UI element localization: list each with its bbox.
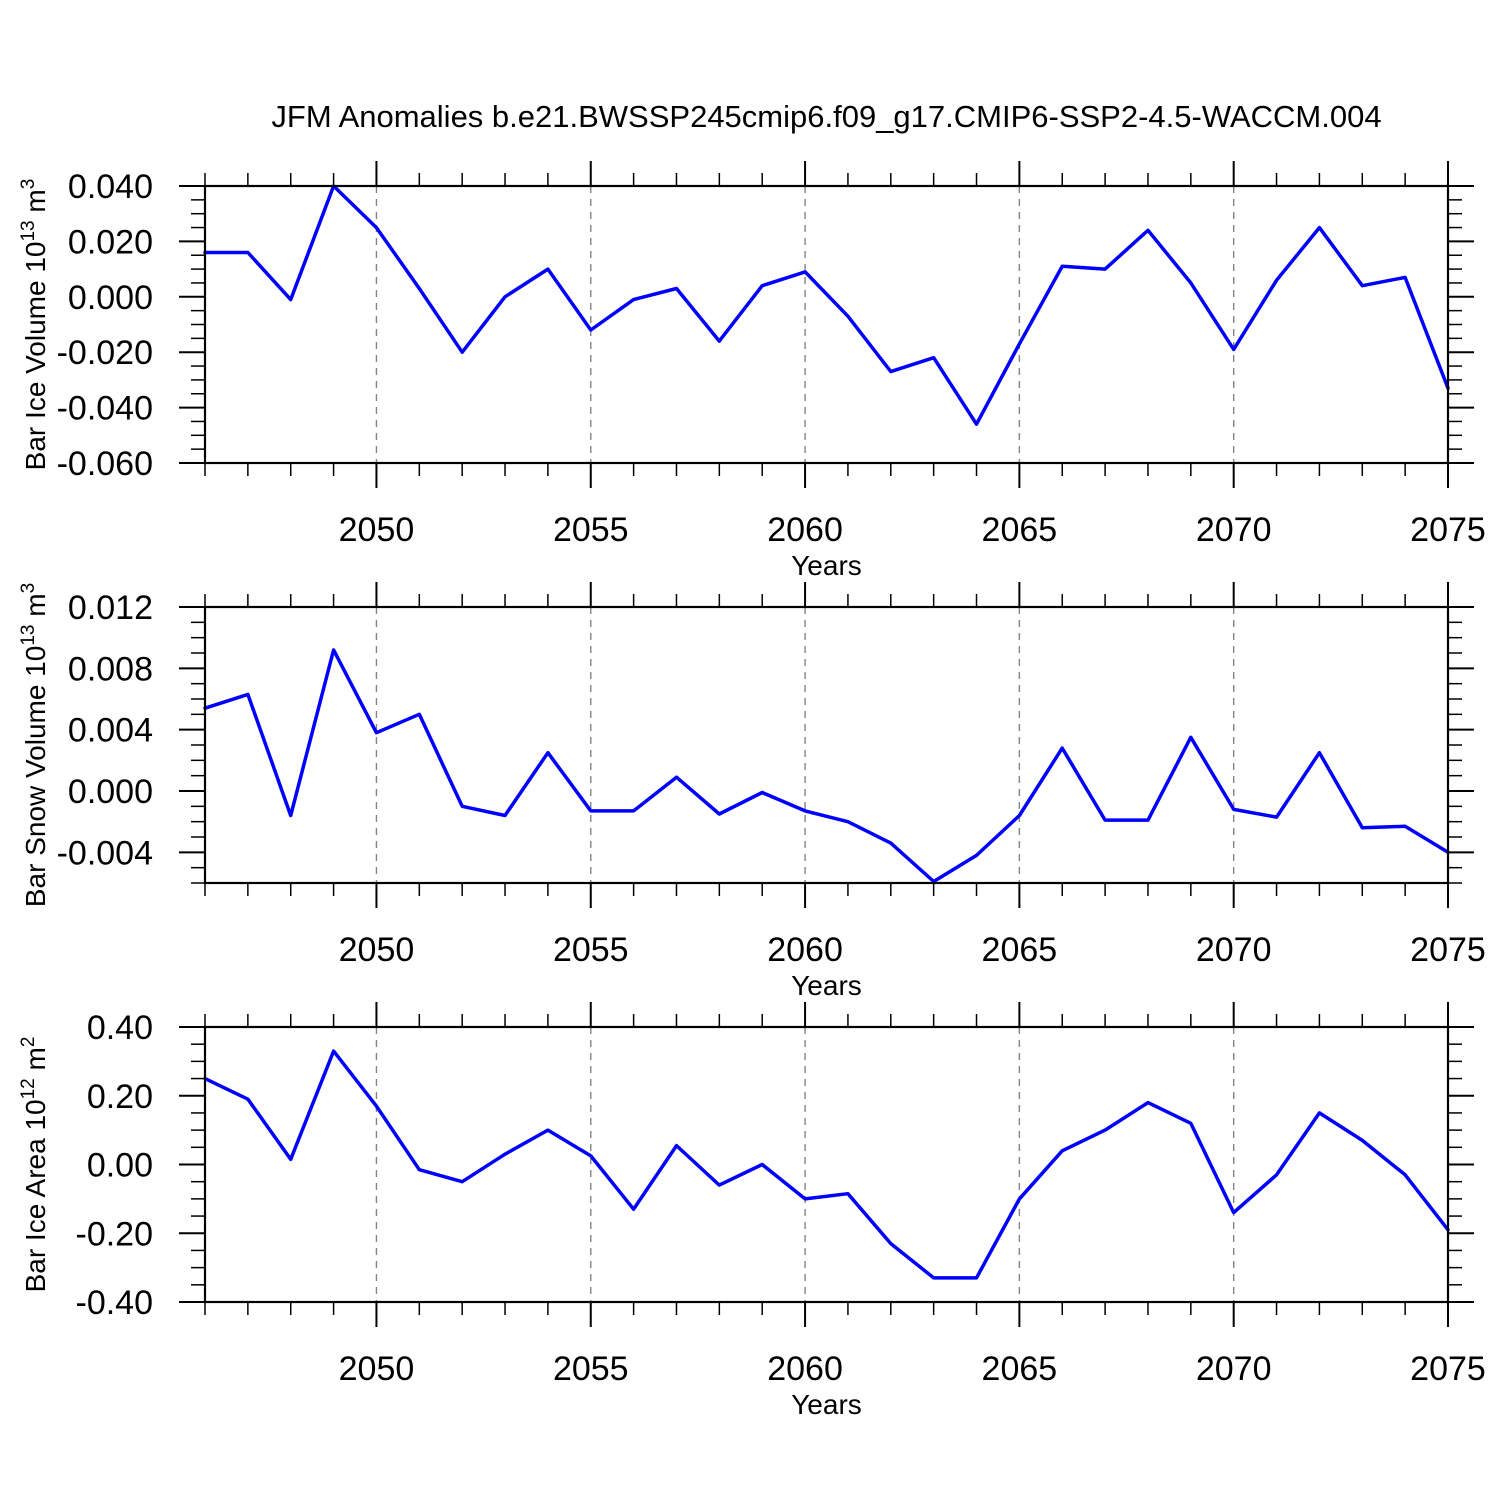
x-tick-label: 2050: [339, 931, 415, 969]
panel-bar-ice-area: 2050 2055 2060 2065 2070 2075 0.40 0.20 0.00 -0.2…: [18, 1002, 1486, 1420]
y-tick-label: -0.004: [57, 834, 153, 872]
y-tick-label: 0.008: [68, 650, 153, 688]
y-tick-label: 0.000: [68, 773, 153, 811]
data-line-bar-ice-area: [203, 1049, 1450, 1280]
y-tick-label: -0.20: [76, 1215, 154, 1253]
x-tick-label: 2060: [767, 1350, 843, 1388]
x-axis-label-years: Years: [791, 970, 862, 1001]
y-tick-label: -0.020: [57, 334, 153, 372]
y-axis-label-bar-snow-volume: Bar Snow Volume 1013 m3: [18, 583, 51, 907]
x-tick-label: 2065: [982, 1350, 1058, 1388]
y-tick-label: 0.004: [68, 712, 153, 750]
x-tick-label: 2065: [982, 931, 1058, 969]
x-tick-label: 2065: [982, 511, 1058, 549]
data-line-bar-ice-volume: [203, 184, 1450, 426]
x-tick-label: 2070: [1196, 1350, 1272, 1388]
y-tick-label: 0.012: [68, 589, 153, 627]
x-axis-label-years: Years: [791, 1389, 862, 1420]
x-tick-label: 2060: [767, 511, 843, 549]
plot-frame: [203, 184, 1450, 465]
plot-frame: [203, 1025, 1450, 1304]
y-tick-label: -0.040: [57, 390, 153, 428]
y-tick-label: 0.000: [68, 279, 153, 317]
x-tick-label: 2070: [1196, 511, 1272, 549]
data-line-bar-snow-volume: [203, 648, 1450, 884]
x-tick-label: 2055: [553, 931, 629, 969]
panel-bar-ice-volume: 2050 2055 2060 2065 2070 2075 0.040 0.020 0.000 -…: [18, 161, 1486, 581]
y-axis-label-bar-ice-area: Bar Ice Area 1012 m2: [18, 1037, 51, 1293]
y-tick-label: 0.020: [68, 223, 153, 261]
y-tick-label: -0.40: [76, 1284, 154, 1322]
x-tick-label: 2050: [339, 511, 415, 549]
panel-bar-snow-volume: 2050 2055 2060 2065 2070 2075 0.012 0.008 0.004 0…: [18, 582, 1486, 1001]
y-tick-label: 0.00: [87, 1147, 153, 1185]
x-tick-label: 2060: [767, 931, 843, 969]
x-tick-label: 2075: [1410, 931, 1486, 969]
y-tick-label: 0.040: [68, 168, 153, 206]
plot-frame: [203, 605, 1450, 885]
x-axis-label-years: Years: [791, 550, 862, 581]
y-tick-label: 0.40: [87, 1009, 153, 1047]
x-tick-label: 2055: [553, 511, 629, 549]
x-tick-label: 2050: [339, 1350, 415, 1388]
y-tick-label: -0.060: [57, 445, 153, 483]
plot-title: JFM Anomalies b.e21.BWSSP245cmip6.f09_g1…: [271, 99, 1382, 134]
x-tick-label: 2075: [1410, 1350, 1486, 1388]
x-tick-label: 2055: [553, 1350, 629, 1388]
y-tick-label: 0.20: [87, 1078, 153, 1116]
y-axis-label-bar-ice-volume: Bar Ice Volume 1013 m3: [18, 179, 51, 471]
x-tick-label: 2070: [1196, 931, 1272, 969]
x-tick-label: 2075: [1410, 511, 1486, 549]
